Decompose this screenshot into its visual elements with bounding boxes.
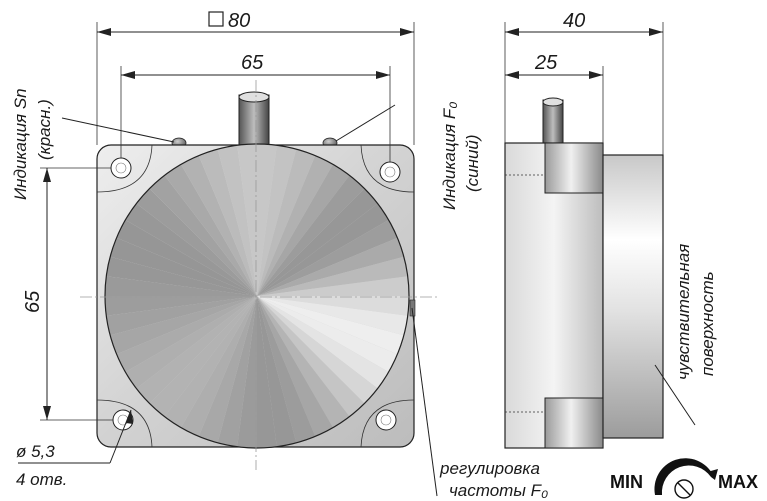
face-shade-wedge [149,296,257,417]
face-shade-wedge [257,296,404,355]
face-shade-wedge [257,220,398,296]
face-shade-wedge [257,296,365,417]
face-shade-wedge [257,237,404,296]
face-shade-wedge [136,296,257,404]
face-shade-wedge [198,296,257,443]
face-shade-wedge [125,203,258,296]
face-shade-wedge [181,296,257,437]
face-shade-wedge [105,276,257,296]
mounting-hole-br [375,409,397,431]
face-shade-wedge [257,145,297,296]
face-shade-wedge [116,220,257,296]
face-shade-wedge [181,155,257,296]
label-sensing-surface-1: чувствительная [674,244,693,380]
face-shade-wedge [257,203,389,296]
sensing-face-outline [104,143,410,449]
dim-side-body: 25 [534,52,558,74]
face-shade-wedge [257,188,378,296]
dim-hole-count: 4 отв. [16,470,67,489]
square-symbol [208,11,224,27]
face-shade-wedge [106,256,257,296]
face-shade-wedge [149,175,257,296]
face-shade-wedge [257,144,277,296]
face-shade-wedge [257,175,365,296]
face-shade-wedge [257,296,409,316]
label-sensing-surface-2: поверхность [698,271,717,376]
face-shade-wedge [257,296,297,447]
side-tab-bottom [544,397,604,449]
cable [238,94,270,151]
dim-hole-diameter: ø 5,3 [16,442,55,461]
face-shade-wedge [257,164,350,296]
face-shade-wedge [257,296,398,372]
mounting-hole-tr [379,161,401,183]
adjuster-min-label: MIN [610,472,643,492]
dim-side-overall: 40 [563,10,585,32]
face-shade-wedge [125,296,258,389]
face-shade-wedge [257,296,316,443]
adjuster-max-label: MAX [718,472,758,492]
face-shade-wedge [257,149,316,296]
label-freq-adjust-2: частоты F₀ [449,481,548,500]
face-shade-wedge [164,296,257,428]
face-shade-wedge [257,256,408,296]
face-shade-wedge [110,237,257,296]
face-shade-wedge [164,164,257,296]
face-shade-wedge [217,145,257,296]
dim-top-holes: 65 [241,52,264,74]
adjuster-arc [654,458,718,495]
face-shade-wedge [237,296,257,448]
face-shade-wedge [110,296,257,355]
label-indication-f0: Индикация F₀ [440,102,459,210]
side-view [504,97,664,449]
label-indication-sn-color: (красн.) [35,99,54,160]
face-shade-wedge [257,276,409,296]
face-shade-wedge [105,296,257,316]
adjuster-symbol: MIN MAX [610,458,758,499]
label-freq-adjust-1: регулировка [439,459,540,478]
side-cable [542,99,564,146]
dim-top-overall: 80 [228,10,250,32]
face-shade-wedge [237,144,257,296]
side-tab-top [544,142,604,194]
face-shade-wedge [257,155,333,296]
face-shade-wedge [116,296,257,372]
front-view [80,80,440,470]
dimension-lines [18,22,696,497]
face-shade-wedge [257,296,378,404]
dim-left-holes: 65 [22,290,44,313]
face-shade-wedge [198,149,257,296]
face-shade-wedge [136,188,257,296]
face-shade-wedge [257,296,389,389]
label-indication-f0-color: (синий) [463,134,482,192]
side-sensing-head [602,154,664,439]
face-shade-wedge [257,296,408,336]
cable-end [238,91,270,103]
face-shade-wedge [257,296,333,437]
mounting-hole-tl [110,157,132,179]
face-shade-wedge [106,296,257,336]
face-shade-wedge [257,296,350,428]
sensing-face [104,143,410,449]
face-shade-wedge [217,296,257,447]
face-shade-wedge [257,296,277,448]
label-indication-sn: Индикация Sn [11,88,30,200]
